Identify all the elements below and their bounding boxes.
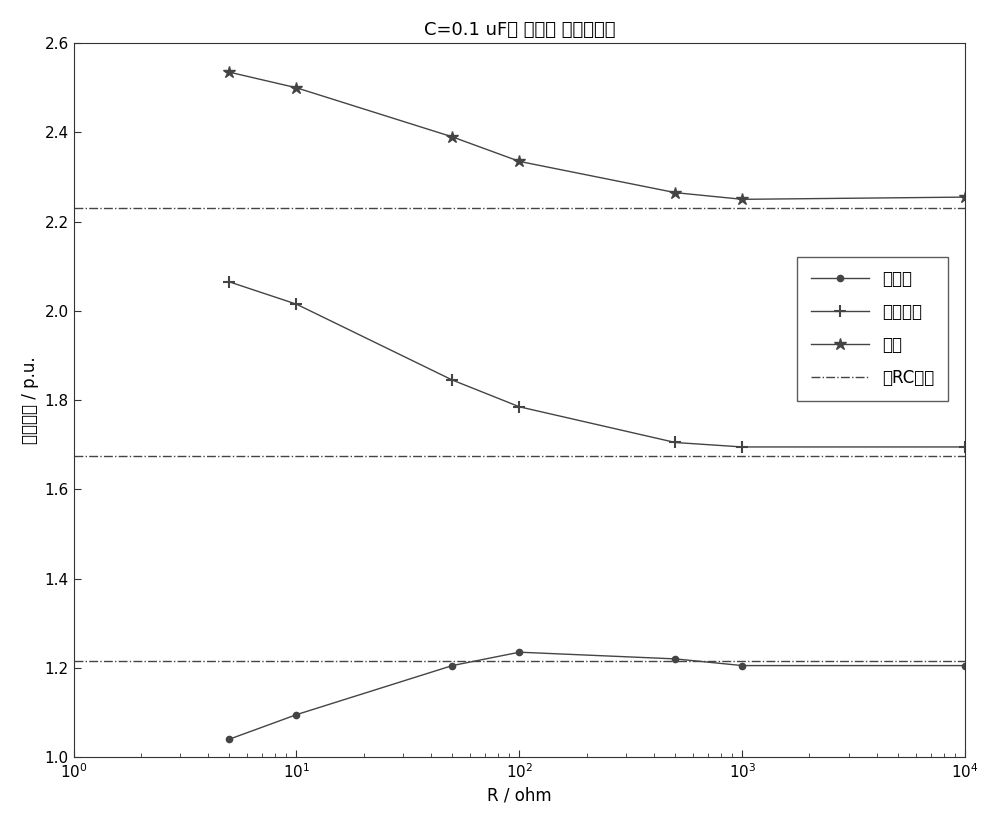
变压器: [736, 661, 748, 671]
Legend: 变压器, 隔离开关, 母线, 无RC支路: 变压器, 隔离开关, 母线, 无RC支路: [797, 257, 948, 401]
Line: 隔离开关: 隔离开关: [223, 276, 972, 453]
X-axis label: R / ohm: R / ohm: [487, 786, 552, 804]
母线: [446, 132, 458, 142]
变压器: [513, 648, 525, 658]
隔离开关: [513, 402, 525, 412]
母线: [223, 67, 235, 77]
Line: 变压器: 变压器: [226, 649, 968, 742]
Title: C=0.1 uF， 串联， 接变压器端: C=0.1 uF， 串联， 接变压器端: [424, 21, 615, 39]
变压器: [223, 734, 235, 744]
母线: [736, 195, 748, 205]
Line: 母线: 母线: [223, 66, 972, 205]
变压器: [290, 710, 302, 719]
母线: [669, 187, 681, 197]
母线: [513, 157, 525, 167]
变压器: [959, 661, 971, 671]
变压器: [446, 661, 458, 671]
隔离开关: [736, 442, 748, 452]
隔离开关: [223, 277, 235, 287]
隔离开关: [290, 299, 302, 309]
隔离开关: [669, 437, 681, 447]
Y-axis label: 电压峰値 / p.u.: 电压峰値 / p.u.: [21, 356, 39, 444]
母线: [290, 82, 302, 92]
隔离开关: [446, 375, 458, 385]
变压器: [669, 654, 681, 664]
母线: [959, 192, 971, 202]
隔离开关: [959, 442, 971, 452]
